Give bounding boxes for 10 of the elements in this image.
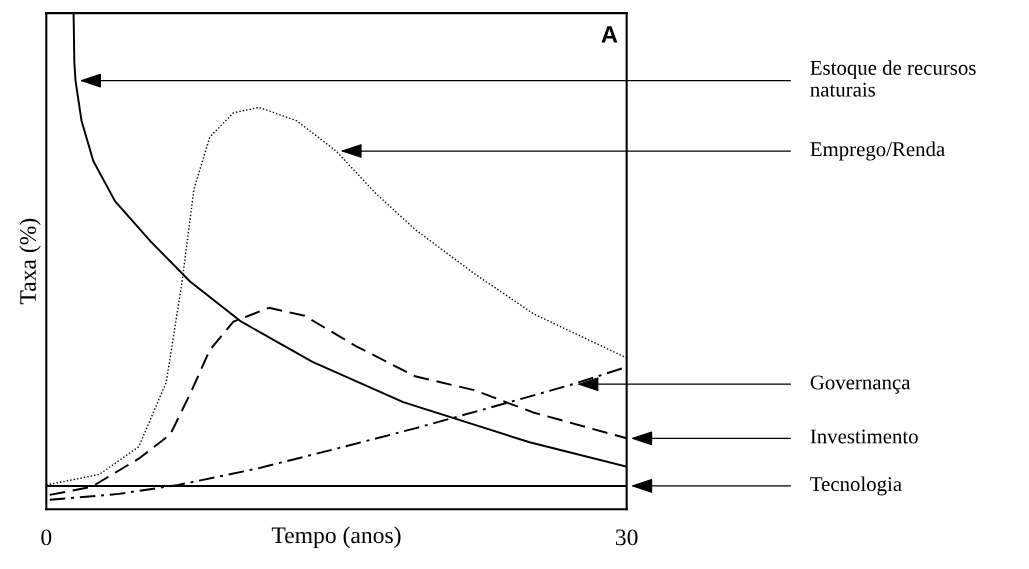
annotation: Investimento: [810, 429, 918, 444]
annotation: A: [601, 26, 618, 43]
x-axis-title: Tempo (anos): [271, 526, 401, 549]
x-tick-label: 30: [615, 529, 638, 546]
x-tick-label: 0: [41, 529, 52, 546]
annotation: Tecnologia: [810, 476, 902, 496]
annotation: Governança: [810, 375, 911, 394]
y-axis-title: Taxa (%): [19, 218, 41, 305]
annotation: Estoque de recursos naturais: [810, 60, 976, 97]
annotation: Emprego/Renda: [810, 141, 945, 161]
